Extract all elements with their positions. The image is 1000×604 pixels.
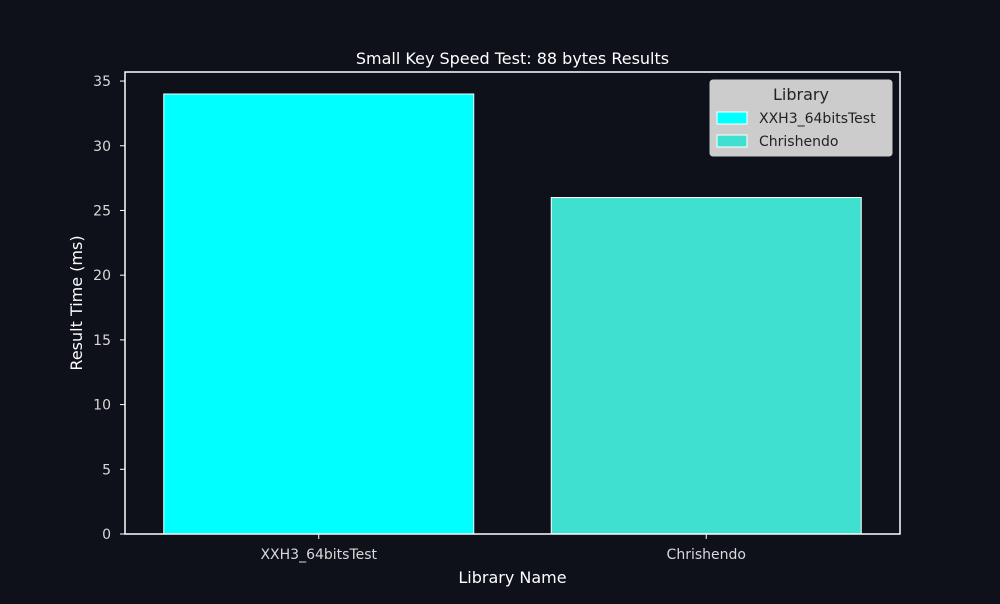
legend-title: Library: [773, 85, 829, 104]
y-tick-label: 30: [93, 139, 111, 155]
legend: Library XXH3_64bitsTest Chrishendo: [709, 79, 893, 157]
x-tick-label: XXH3_64bitsTest: [260, 547, 377, 563]
bar-chrishendo: [550, 197, 862, 535]
legend-box: [709, 79, 893, 157]
x-axis-label: Library Name: [458, 568, 566, 587]
y-tick-label: 20: [93, 268, 111, 284]
y-tick-label: 25: [93, 203, 111, 219]
y-axis-label: Result Time (ms): [67, 235, 86, 370]
axes-frame: [124, 71, 901, 535]
legend-entry-label: Chrishendo: [759, 134, 838, 150]
y-tick-label: 10: [93, 398, 111, 414]
y-axis-ticks: 0 5 10 15 20 25 30 35: [93, 74, 125, 543]
x-tick-label: Chrishendo: [667, 547, 746, 563]
legend-swatch: [716, 111, 748, 125]
y-tick-label: 0: [102, 527, 111, 543]
bars-group: [163, 93, 862, 535]
y-tick-label: 35: [93, 74, 111, 90]
y-tick-label: 15: [93, 333, 111, 349]
bar-xxh3-64bitstest: [163, 93, 475, 535]
legend-swatch: [716, 134, 748, 148]
legend-entry-label: XXH3_64bitsTest: [759, 111, 876, 127]
y-tick-label: 5: [102, 462, 111, 478]
legend-entries: XXH3_64bitsTest Chrishendo: [716, 111, 876, 150]
chart-title: Small Key Speed Test: 88 bytes Results: [356, 49, 669, 68]
x-axis-ticks: XXH3_64bitsTest Chrishendo: [260, 534, 746, 563]
